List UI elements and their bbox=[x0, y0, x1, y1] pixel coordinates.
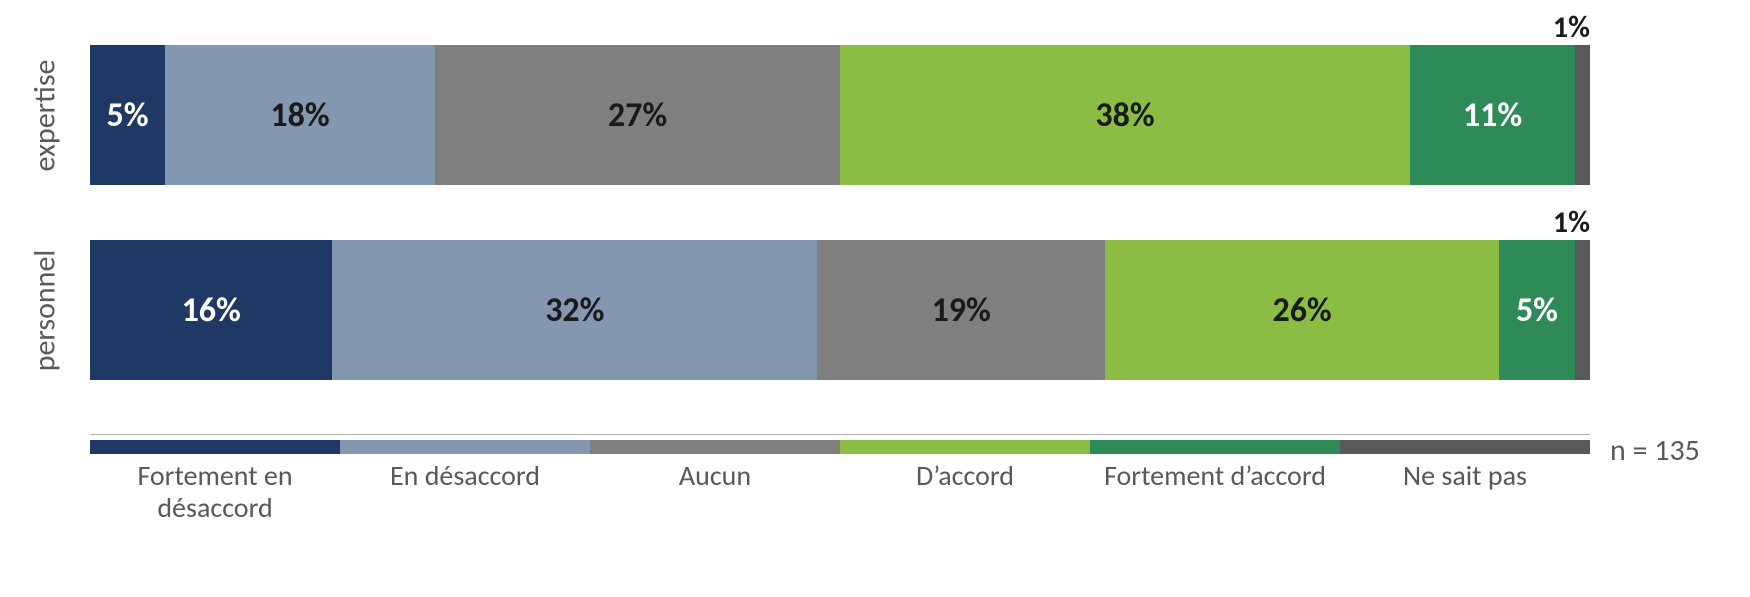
bar-segment-disagree: 18% bbox=[165, 45, 435, 185]
legend-swatch-none bbox=[590, 440, 840, 454]
y-axis-label-cell: personnel bbox=[0, 240, 90, 380]
legend-label-strongly_agree: Fortement d’accord bbox=[1090, 454, 1340, 524]
bar-segment-strongly_agree: 11% bbox=[1410, 45, 1575, 185]
bar-segment-dont_know bbox=[1575, 240, 1590, 380]
bar-segment-dont_know bbox=[1575, 45, 1590, 185]
bar-value-label-over: 1% bbox=[1553, 204, 1590, 241]
bar-segment-strongly_agree: 5% bbox=[1499, 240, 1575, 380]
legend-swatch-disagree bbox=[340, 440, 590, 454]
bar-segment-none: 19% bbox=[817, 240, 1105, 380]
legend-label-disagree: En désaccord bbox=[340, 454, 590, 524]
legend-swatch-agree bbox=[840, 440, 1090, 454]
chart-row-expertise: expertise 5%18%27%38%11%1% bbox=[0, 45, 1750, 185]
bar-value-label-over: 1% bbox=[1553, 9, 1590, 46]
bar-segment-strongly_disagree: 16% bbox=[90, 240, 332, 380]
chart-row-personnel: personnel 16%32%19%26%5%1% bbox=[0, 240, 1750, 380]
legend-label-none: Aucun bbox=[590, 454, 840, 524]
stacked-bar: 16%32%19%26%5%1% bbox=[90, 240, 1590, 380]
bar-segment-strongly_disagree: 5% bbox=[90, 45, 165, 185]
axis-baseline bbox=[90, 434, 1590, 435]
y-axis-label: personnel bbox=[27, 249, 64, 371]
stacked-bar: 5%18%27%38%11%1% bbox=[90, 45, 1590, 185]
legend: Fortement en désaccordEn désaccordAucunD… bbox=[90, 440, 1590, 580]
bar-segment-agree: 26% bbox=[1105, 240, 1499, 380]
y-axis-label-cell: expertise bbox=[0, 45, 90, 185]
legend-swatch-strongly_agree bbox=[1090, 440, 1340, 454]
sample-size-label: n = 135 bbox=[1610, 432, 1700, 469]
bar-segment-disagree: 32% bbox=[332, 240, 817, 380]
legend-label-dont_know: Ne sait pas bbox=[1340, 454, 1590, 524]
legend-label-agree: D’accord bbox=[840, 454, 1090, 524]
y-axis-label: expertise bbox=[27, 59, 64, 171]
legend-labels: Fortement en désaccordEn désaccordAucunD… bbox=[90, 454, 1590, 524]
bar-segment-none: 27% bbox=[435, 45, 840, 185]
bar-segment-agree: 38% bbox=[840, 45, 1410, 185]
legend-swatch-strongly_disagree bbox=[90, 440, 340, 454]
legend-swatches bbox=[90, 440, 1590, 454]
legend-swatch-dont_know bbox=[1340, 440, 1590, 454]
stacked-bar-chart: expertise 5%18%27%38%11%1% personnel 16%… bbox=[0, 0, 1750, 597]
legend-label-strongly_disagree: Fortement en désaccord bbox=[90, 454, 340, 524]
